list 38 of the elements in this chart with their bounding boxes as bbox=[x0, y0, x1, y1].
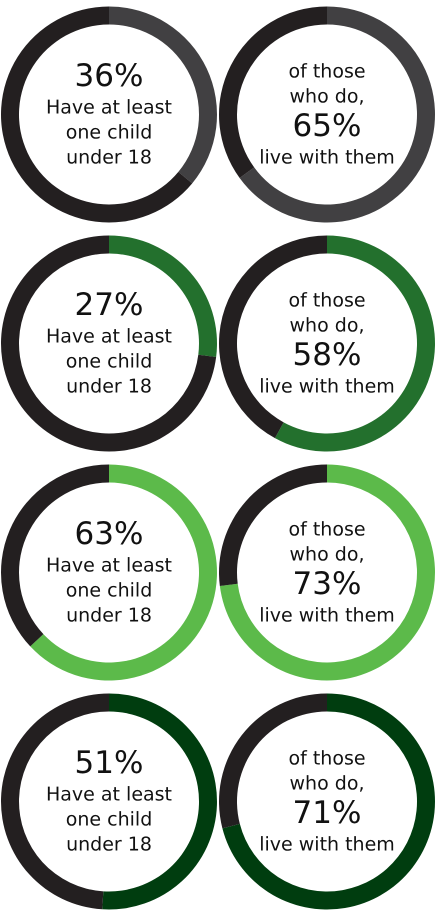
text: of those bbox=[288, 518, 366, 540]
text: live with them bbox=[259, 376, 395, 398]
data-label: 58% bbox=[292, 337, 362, 373]
text: live with them bbox=[259, 604, 395, 626]
donut-slice bbox=[222, 694, 435, 910]
text: Have at least bbox=[46, 554, 172, 576]
text: one child bbox=[66, 580, 152, 602]
text: who do, bbox=[290, 314, 364, 336]
text: one child bbox=[66, 350, 152, 372]
text: who do, bbox=[290, 772, 364, 794]
data-label: 63% bbox=[74, 516, 144, 552]
donut-slice bbox=[1, 6, 192, 222]
text: under 18 bbox=[66, 146, 152, 168]
text: who do, bbox=[290, 544, 364, 566]
data-label: 27% bbox=[74, 287, 144, 323]
text: under 18 bbox=[66, 376, 152, 398]
text: one child bbox=[66, 808, 152, 830]
text: Have at least bbox=[46, 784, 172, 806]
text: of those bbox=[288, 290, 366, 312]
data-label: 71% bbox=[292, 795, 362, 831]
donut-slice bbox=[240, 6, 435, 222]
data-label: 65% bbox=[292, 108, 362, 144]
text: who do, bbox=[290, 86, 364, 108]
text: of those bbox=[288, 60, 366, 82]
data-label: 73% bbox=[292, 566, 362, 602]
data-label: 36% bbox=[74, 58, 144, 94]
text: under 18 bbox=[66, 604, 152, 626]
text: live with them bbox=[259, 146, 395, 168]
text: live with them bbox=[259, 834, 395, 856]
text: under 18 bbox=[66, 834, 152, 856]
donut-slice bbox=[1, 236, 216, 452]
text: Have at least bbox=[46, 96, 172, 118]
text: one child bbox=[66, 122, 152, 144]
donut-slice bbox=[220, 464, 435, 680]
text: of those bbox=[288, 748, 366, 770]
data-label: 51% bbox=[74, 745, 144, 781]
text: Have at least bbox=[46, 326, 172, 348]
donut-slice bbox=[30, 464, 217, 680]
